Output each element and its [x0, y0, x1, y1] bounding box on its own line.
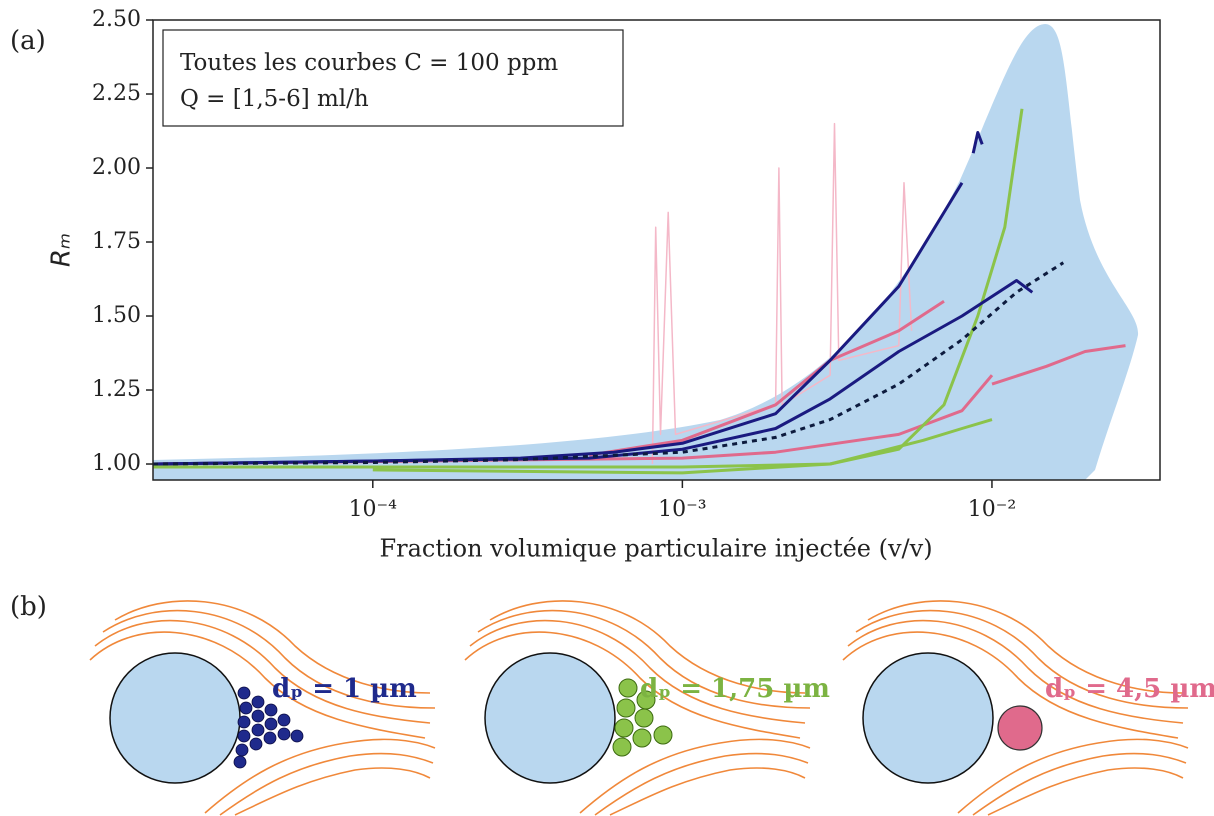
y-tick-label: 1.25: [92, 377, 141, 402]
annotation: Toutes les courbes C = 100 ppm: [180, 50, 558, 76]
data-line: [991, 344, 1126, 386]
particles-medium: [612, 678, 673, 757]
y-tick-label: 1.50: [92, 303, 141, 328]
y-tick-label: 2.25: [92, 81, 141, 106]
obstacle-scene: [89, 600, 436, 816]
particle-label: dₚ = 4,5 µm: [1045, 674, 1214, 704]
data-line: [971, 131, 984, 154]
y-tick-label: 2.50: [92, 7, 141, 32]
annotation: Q = [1,5-6] ml/h: [180, 86, 369, 112]
x-tick-label: 10⁻³: [658, 497, 706, 522]
y-tick-label: 1.00: [92, 451, 141, 476]
particle-label: dₚ = 1 µm: [272, 674, 417, 704]
particle-label: dₚ = 1,75 µm: [640, 674, 830, 704]
y-tick-label: 2.00: [92, 155, 141, 180]
data-line: [651, 122, 913, 465]
x-axis-label: Fraction volumique particulaire injectée…: [379, 535, 932, 563]
particle-large: [997, 705, 1043, 751]
x-tick-label: 10⁻²: [968, 497, 1016, 522]
envelope: [153, 24, 1139, 480]
data-line: [152, 279, 1034, 466]
y-tick-label: 1.75: [92, 229, 141, 254]
particles-small: [233, 686, 304, 769]
x-tick-label: 10⁻⁴: [349, 497, 398, 522]
data-line: [153, 108, 1024, 469]
panel-label: (a): [10, 26, 46, 56]
data-line: [152, 261, 1065, 466]
data-line: [372, 418, 993, 475]
annotation-box: [162, 29, 624, 127]
plot-frame: [152, 19, 1161, 481]
panel-label: (b): [10, 592, 47, 622]
obstacle-scene: [464, 600, 811, 816]
data-line: [588, 299, 945, 457]
y-axis-label: Rₘ: [47, 233, 77, 267]
